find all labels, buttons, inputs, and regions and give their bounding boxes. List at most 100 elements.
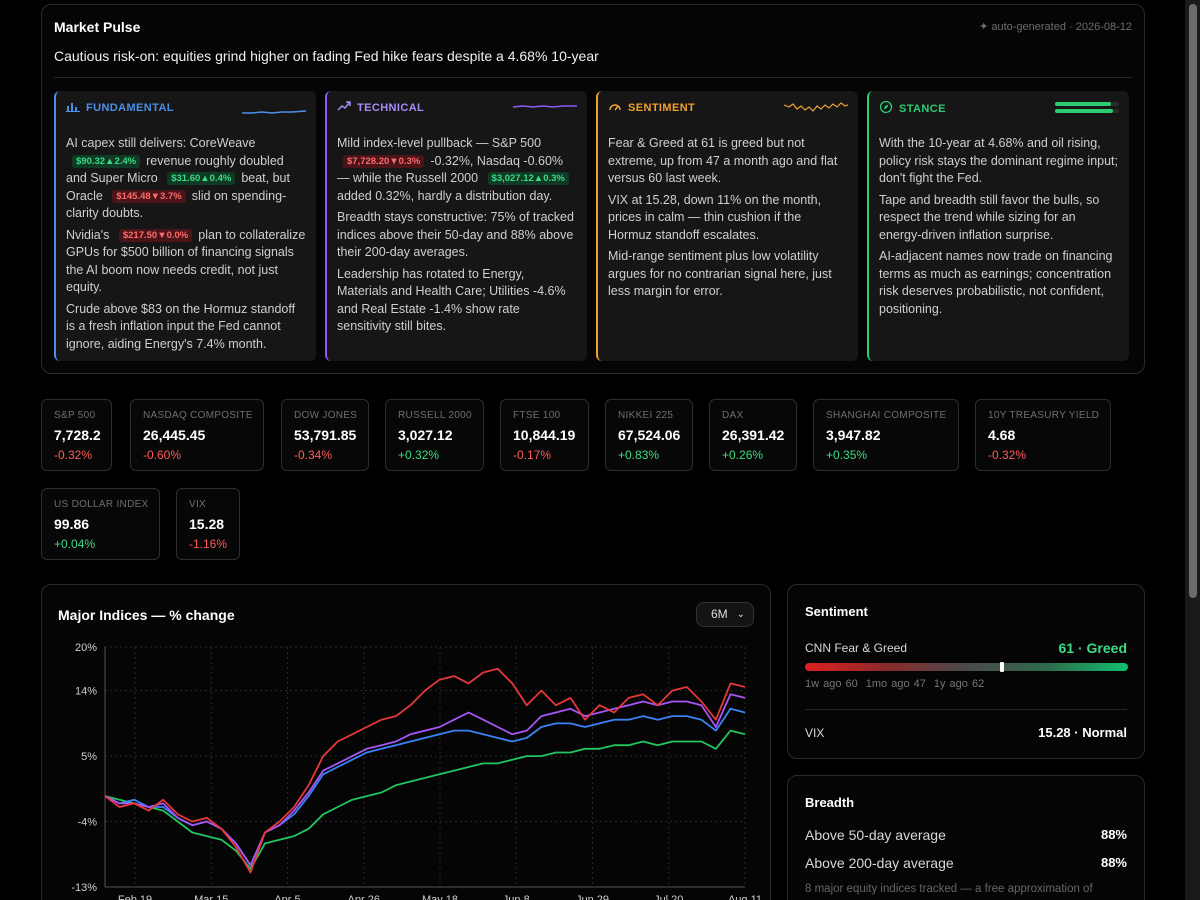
ticker-value: 4.68: [988, 427, 1016, 443]
russell-pill[interactable]: $3,027.12▲0.3%: [487, 172, 569, 185]
tech-text: Breadth stays constructive: 75% of track…: [337, 210, 574, 259]
market-pulse-panel: Market Pulse ✦ auto-generated · 2026-08-…: [41, 4, 1145, 374]
ticker-value: 26,445.45: [143, 427, 206, 443]
page-scrollbar[interactable]: [1185, 0, 1200, 900]
x-tick-label: Apr 26: [348, 894, 380, 900]
history-1y: 1y ago 62: [933, 678, 985, 690]
technical-sparkline: [513, 105, 577, 108]
sentiment-sparkline: [784, 102, 848, 112]
ticker-change: -0.32%: [54, 448, 93, 462]
chevron-down-icon: ⌄: [736, 609, 745, 620]
sp500-pill[interactable]: $7,728.20▼0.3%: [343, 154, 425, 168]
series-line: [104, 693, 746, 867]
history-1w: 1w ago 60: [805, 678, 858, 690]
breadth-row-label: Above 200-day average: [805, 855, 954, 871]
ticker-name: NIKKEI 225: [618, 410, 674, 421]
sentiment-title: Sentiment: [805, 604, 868, 619]
compass-icon: [879, 100, 893, 117]
chart-title: Major Indices — % change: [58, 607, 235, 623]
ticker-change: -0.17%: [513, 448, 552, 462]
y-tick-label: -4%: [77, 817, 97, 829]
ticker-tile[interactable]: RUSSELL 2000 3,027.12 +0.32%: [385, 399, 484, 471]
ticker-name: 10Y TREASURY YIELD: [988, 410, 1100, 421]
coreweave-pill[interactable]: $90.32▲2.4%: [72, 154, 141, 168]
breadth-row-label: Above 50-day average: [805, 827, 946, 843]
x-tick-label: Apr 5: [274, 894, 300, 900]
ticker-tile[interactable]: VIX 15.28 -1.16%: [176, 488, 240, 560]
ticker-tile[interactable]: S&P 500 7,728.2 -0.32%: [41, 399, 112, 471]
ticker-value: 10,844.19: [513, 427, 576, 443]
tech-text: added 0.32%, hardly a distribution day.: [337, 188, 553, 203]
ticker-change: +0.32%: [398, 448, 440, 462]
ticker-name: S&P 500: [54, 410, 96, 421]
ticker-change: -1.16%: [189, 537, 228, 551]
tech-text: -0.32%, Nasdaq -0.60% — while the Russel…: [337, 153, 564, 186]
trend-up-icon: [337, 100, 351, 115]
super-micro-pill[interactable]: $31.60▲0.4%: [167, 172, 236, 185]
fund-text: revenue roughly doubled and Super Micro: [66, 153, 284, 186]
stance-text: With the 10-year at 4.68% and oil rising…: [879, 136, 1118, 185]
stance-header: STANCE: [879, 100, 946, 117]
ticker-tile[interactable]: SHANGHAI COMPOSITE 3,947.82 +0.35%: [813, 399, 959, 471]
ticker-change: +0.35%: [826, 448, 868, 462]
fear-greed-gauge: [805, 662, 1128, 672]
breadth-note: 8 major equity indices tracked — a free …: [805, 883, 1093, 895]
ticker-value: 53,791.85: [294, 427, 357, 443]
ticker-tile[interactable]: US DOLLAR INDEX 99.86 +0.04%: [41, 488, 160, 560]
technical-header: TECHNICAL: [337, 100, 424, 115]
ticker-tile[interactable]: NASDAQ COMPOSITE 26,445.45 -0.60%: [130, 399, 264, 471]
ticker-tile[interactable]: FTSE 100 10,844.19 -0.17%: [500, 399, 589, 471]
ticker-change: +0.83%: [618, 448, 660, 462]
tech-text: Mild index-level pullback — S&P 500: [337, 136, 542, 150]
ticker-value: 67,524.06: [618, 427, 681, 443]
fundamental-card: FUNDAMENTAL AI capex still delivers: Cor…: [54, 91, 316, 361]
technical-label: TECHNICAL: [357, 101, 425, 114]
ticker-change: +0.26%: [722, 448, 764, 462]
nvidia-pill[interactable]: $217.50▼0.0%: [118, 228, 193, 242]
fundamental-sparkline: [242, 110, 306, 114]
ticker-change: +0.04%: [54, 537, 96, 551]
y-tick-label: 20%: [75, 642, 97, 654]
fundamental-header: FUNDAMENTAL: [66, 100, 174, 115]
ticker-name: DOW JONES: [294, 410, 358, 421]
ticker-name: VIX: [189, 499, 207, 510]
fear-greed-history: 1w ago 60 1mo ago 47 1y ago 62: [805, 678, 992, 690]
fear-greed-label: CNN Fear & Greed: [805, 641, 908, 655]
fear-greed-value: 61 · Greed: [1058, 640, 1127, 656]
sent-text: VIX at 15.28, down 11% on the month, pri…: [608, 192, 822, 242]
x-tick-label: Jul 20: [654, 894, 683, 900]
series-line: [104, 729, 746, 870]
technical-card: TECHNICAL Mild index-level pullback — S&…: [325, 91, 587, 361]
range-select[interactable]: 6M ⌄: [696, 602, 754, 627]
ticker-change: -0.34%: [294, 448, 333, 462]
ticker-tile[interactable]: DAX 26,391.42 +0.26%: [709, 399, 797, 471]
pulse-headline: Cautious risk-on: equities grind higher …: [54, 48, 599, 64]
ticker-tile[interactable]: DOW JONES 53,791.85 -0.34%: [281, 399, 369, 471]
stance-meter-bars: [1055, 102, 1119, 113]
breadth-title: Breadth: [805, 795, 855, 810]
ticker-tile[interactable]: NIKKEI 225 67,524.06 +0.83%: [605, 399, 693, 471]
gauge-icon: [608, 100, 622, 115]
x-tick-label: Jun 29: [576, 894, 609, 900]
y-tick-label: -13%: [71, 882, 97, 894]
x-tick-label: Feb 19: [118, 894, 152, 900]
divider: [54, 77, 1132, 78]
stance-label: STANCE: [899, 102, 946, 115]
indices-line-chart: 20% 14% 5% -4% -13% Feb 19 Mar 15 Apr 5 Apr 26 Ma…: [71, 642, 762, 900]
x-tick-label: Mar 15: [194, 894, 228, 900]
stance-text: Tape and breadth still favor the bulls, …: [879, 192, 1100, 242]
fund-text: plan to collateralize GPUs for $500 bill…: [66, 227, 306, 295]
sentiment-label: SENTIMENT: [628, 101, 696, 114]
tech-text: Leadership has rotated to Energy, Materi…: [337, 266, 566, 334]
ticker-value: 3,027.12: [398, 427, 453, 443]
ticker-name: DAX: [722, 410, 744, 421]
ticker-tile[interactable]: 10Y TREASURY YIELD 4.68 -0.32%: [975, 399, 1111, 471]
scrollbar-thumb[interactable]: [1189, 4, 1197, 598]
history-1mo: 1mo ago 47: [865, 678, 926, 690]
y-tick-label: 5%: [81, 751, 97, 763]
ticker-name: FTSE 100: [513, 410, 561, 421]
breadth-row-value: 88%: [1100, 855, 1127, 870]
x-tick-label: Aug 11: [728, 894, 762, 900]
oracle-pill[interactable]: $145.48▼3.7%: [112, 189, 186, 203]
fund-text: slid on spending-clarity doubts.: [66, 188, 287, 221]
